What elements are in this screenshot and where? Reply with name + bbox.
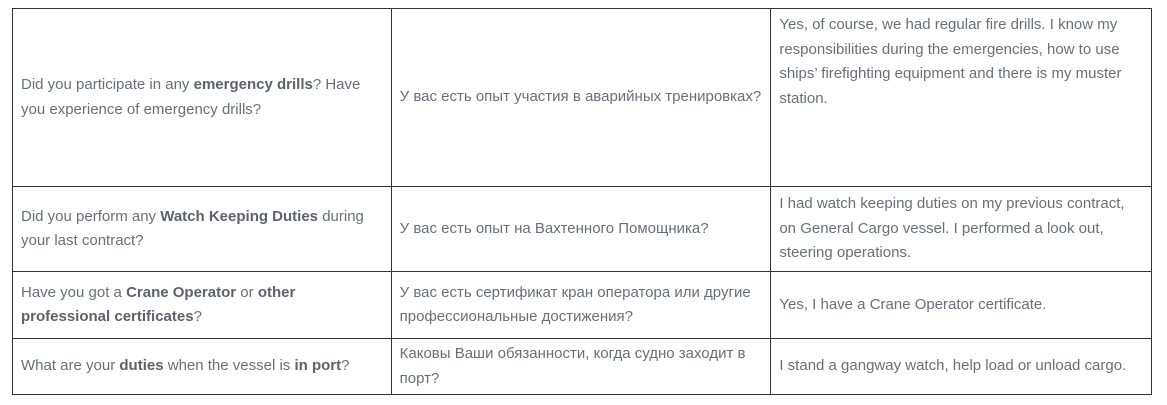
question-text: ? bbox=[341, 357, 350, 375]
table-body: Did you participate in any emergency dri… bbox=[12, 8, 1152, 395]
translation-cell: У вас есть сертификат кран оператора или… bbox=[390, 271, 772, 339]
question-keyword: other professional certificates bbox=[21, 283, 296, 326]
interview-questions-table: Did you participate in any emergency dri… bbox=[12, 8, 1152, 395]
question-text: Have you got a bbox=[21, 283, 127, 301]
answer-cell: I had watch keeping duties on my previou… bbox=[770, 186, 1152, 272]
table-row: What are your duties when the vessel is … bbox=[12, 338, 1152, 395]
question-text: during your last contract? bbox=[21, 207, 364, 250]
translation-cell: Каковы Ваши обязанности, когда судно зах… bbox=[390, 338, 772, 395]
answer-cell: Yes, of course, we had regular fire dril… bbox=[770, 8, 1152, 187]
question-cell: Have you got a Crane Operator or other p… bbox=[12, 271, 392, 339]
question-text: or bbox=[236, 283, 258, 301]
translation-cell: У вас есть опыт участия в аварийных трен… bbox=[390, 8, 772, 187]
question-keyword: in port bbox=[294, 357, 342, 375]
question-cell: Did you participate in any emergency dri… bbox=[12, 8, 392, 187]
question-text: ? Have you experience of emergency drill… bbox=[21, 76, 361, 118]
question-cell: Did you perform any Watch Keeping Duties… bbox=[12, 186, 392, 272]
table-row: Did you perform any Watch Keeping Duties… bbox=[12, 186, 1152, 272]
answer-cell: Yes, I have a Crane Operator certificate… bbox=[770, 271, 1152, 339]
question-keyword: duties bbox=[119, 357, 164, 375]
table-row: Have you got a Crane Operator or other p… bbox=[12, 271, 1152, 339]
question-text: when the vessel is bbox=[163, 357, 295, 375]
question-text: ? bbox=[193, 308, 202, 325]
question-text: What are your bbox=[21, 357, 120, 375]
question-text: Did you participate in any bbox=[21, 76, 194, 93]
question-text: Did you perform any bbox=[21, 207, 161, 225]
question-cell: What are your duties when the vessel is … bbox=[12, 338, 392, 395]
answer-cell: I stand a gangway watch, help load or un… bbox=[770, 338, 1152, 395]
table-row: Did you participate in any emergency dri… bbox=[12, 8, 1152, 187]
translation-cell: У вас есть опыт на Вахтенного Помощника? bbox=[390, 186, 772, 272]
question-keyword: Crane Operator bbox=[126, 283, 237, 301]
question-keyword: emergency drills bbox=[193, 76, 313, 93]
question-keyword: Watch Keeping Duties bbox=[160, 207, 319, 225]
